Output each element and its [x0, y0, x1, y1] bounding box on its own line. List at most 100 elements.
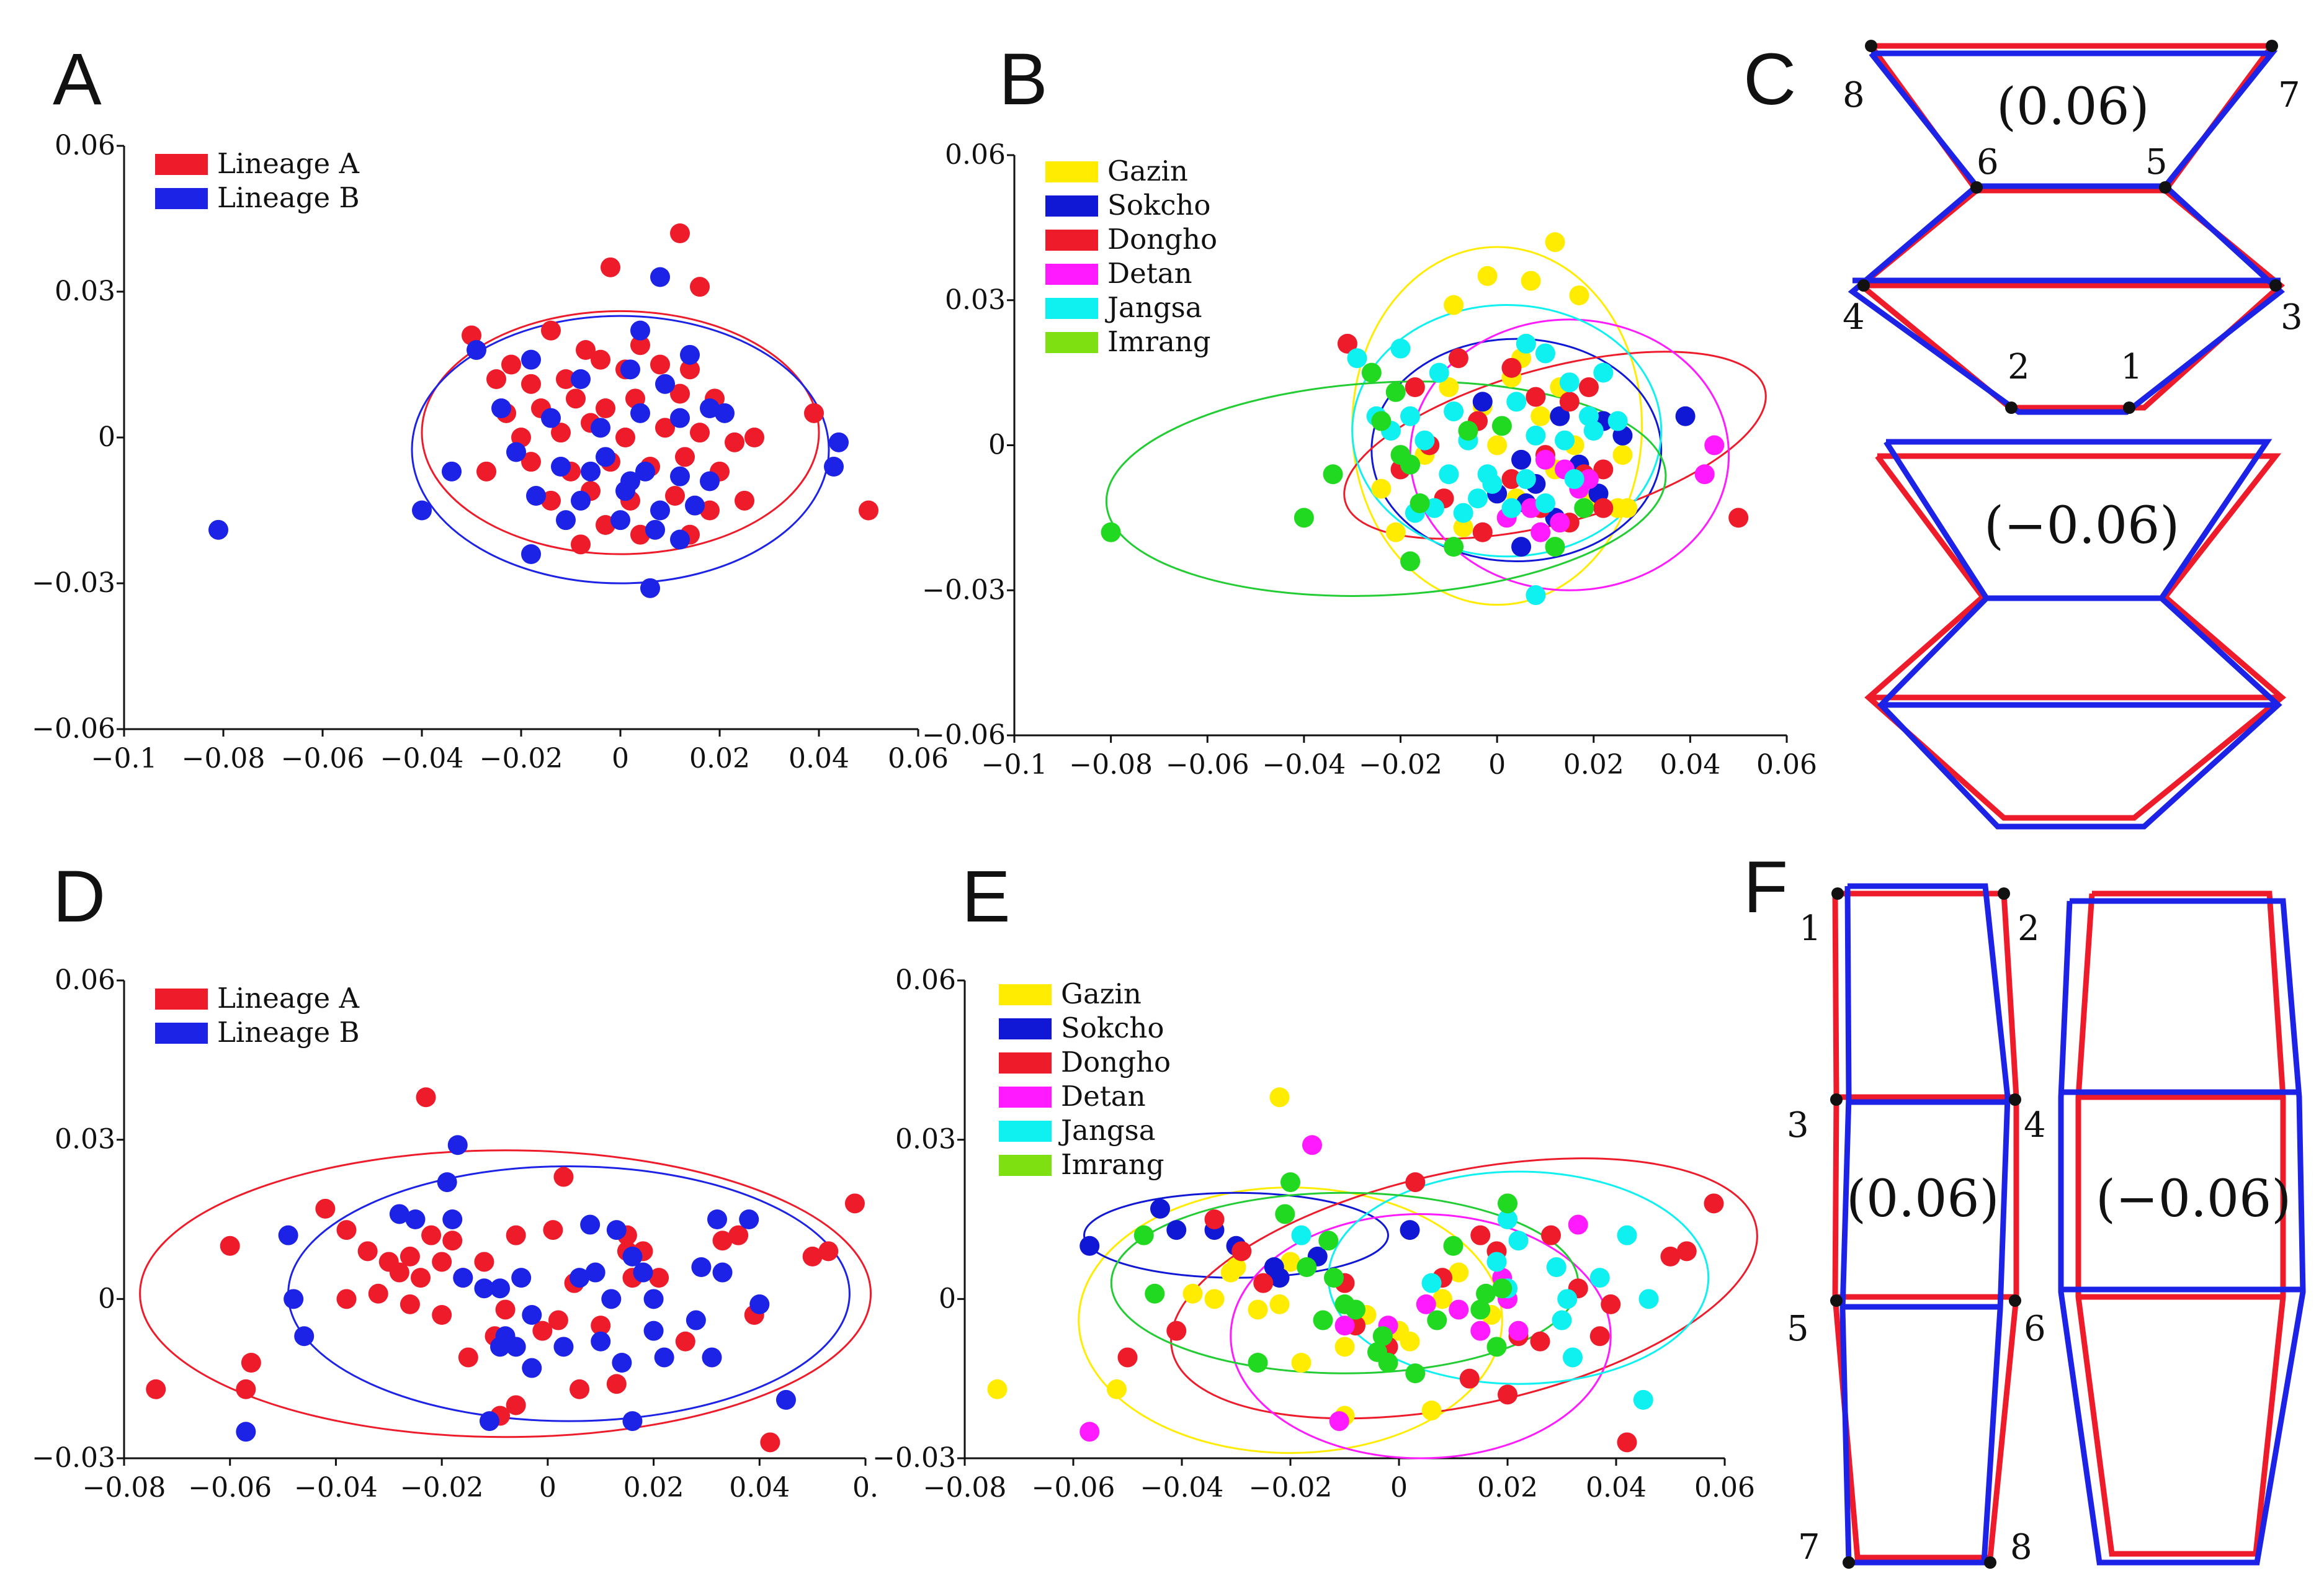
point-lineage_b-d — [447, 1135, 468, 1155]
point-jangsa-b — [1583, 421, 1604, 441]
point-lineage_a-d — [802, 1246, 823, 1267]
x-tick-label-d: −0.04 — [294, 1472, 378, 1504]
legend-label-dongho-b: Dongho — [1107, 223, 1217, 256]
point-lineage_b-a — [635, 461, 655, 482]
point-lineage_b-a — [645, 519, 665, 540]
y-tick-label-b: −0.06 — [922, 719, 1006, 751]
point-point_imrang-b — [1458, 421, 1478, 441]
point-jangsa-e — [1498, 1209, 1517, 1229]
point-lineage_b-a — [715, 403, 735, 423]
point-point_imrang-e — [1145, 1283, 1165, 1304]
point-dongho-b — [1472, 522, 1493, 542]
point-lineage_a-d — [760, 1432, 780, 1453]
legend-swatch-jangsa-b — [1045, 298, 1098, 319]
y-tick-label-d: −0.03 — [32, 1442, 115, 1474]
point-lineage_a-a — [571, 534, 591, 555]
point-lineage_b-d — [622, 1411, 643, 1432]
c-landmark-dot-5 — [2159, 181, 2171, 194]
point-point_imrang-e — [1372, 1326, 1393, 1347]
point-detan-e — [1416, 1294, 1436, 1314]
point-lineage_a-d — [336, 1220, 357, 1240]
legend-label-gazin-e: Gazin — [1061, 977, 1142, 1010]
point-point_imrang-b — [1361, 362, 1382, 383]
point-lineage_a-d — [844, 1193, 865, 1214]
point-lineage_b-d — [775, 1389, 796, 1410]
point-dongho-b — [1593, 459, 1614, 480]
point-gazin-e — [987, 1379, 1008, 1399]
point-lineage_a-a — [541, 490, 561, 511]
point-gazin-e — [1291, 1353, 1312, 1373]
x-tick-label-a: −0.02 — [480, 743, 563, 774]
y-tick-label-d: 0.06 — [55, 964, 115, 996]
point-lineage_a-a — [551, 423, 571, 443]
point-point_imrang-b — [1371, 411, 1392, 431]
legend-label-dongho-e: Dongho — [1061, 1046, 1171, 1079]
x-tick-label-d: 0. — [852, 1472, 878, 1504]
point-jangsa-e — [1638, 1289, 1659, 1309]
ellipse-lineage_b-a — [411, 315, 830, 585]
point-lineage_b-d — [691, 1257, 712, 1277]
point-gazin-b — [1444, 295, 1464, 315]
point-lineage_b-d — [606, 1220, 627, 1240]
c-landmark-dot-7 — [2266, 40, 2278, 52]
point-lineage_a-d — [400, 1246, 420, 1267]
point-lineage_b-a — [526, 486, 546, 506]
point-lineage_a-a — [690, 277, 710, 297]
point-lineage_b-a — [680, 344, 700, 365]
point-jangsa-b — [1555, 430, 1575, 451]
ellipse-lineage_a-d — [139, 1149, 872, 1438]
f-landmark-8: 8 — [2010, 1527, 2032, 1567]
point-dongho-b — [1526, 387, 1546, 407]
point-lineage_b-a — [556, 510, 576, 531]
point-lineage_b-d — [612, 1353, 632, 1373]
f-landmark-dot-2 — [1998, 887, 2010, 900]
point-dongho-e — [1166, 1321, 1187, 1341]
point-lineage_a-d — [389, 1262, 409, 1283]
point-gazin-e — [1182, 1283, 1203, 1304]
point-lineage_b-d — [474, 1278, 494, 1299]
panel-label-d: D — [53, 856, 105, 938]
shape-panel-f — [1832, 883, 2306, 1566]
point-jangsa-e — [1508, 1231, 1529, 1251]
legend-swatch-gazin-b — [1045, 161, 1098, 182]
point-detan-b — [1531, 522, 1551, 542]
legend-swatch-detan-b — [1045, 264, 1098, 285]
point-lineage_b-a — [551, 457, 571, 477]
point-lineage_b-d — [511, 1268, 532, 1288]
x-tick-label-e: 0.04 — [1586, 1472, 1647, 1504]
point-lineage_b-d — [294, 1326, 315, 1347]
panel-label-c: C — [1743, 38, 1796, 120]
legend-label-sokcho-e: Sokcho — [1061, 1011, 1164, 1044]
point-jangsa-b — [1607, 411, 1628, 431]
ellipse-dongho-e — [1170, 1157, 1758, 1420]
point-jangsa-e — [1291, 1225, 1312, 1245]
legend-swatch-imrang-e — [999, 1155, 1052, 1176]
point-dongho-b — [1405, 377, 1425, 397]
point-point_imrang-b — [1491, 416, 1512, 436]
c-landmark-dot-3 — [2269, 279, 2282, 292]
point-lineage_b-d — [506, 1337, 526, 1357]
f-landmark-dot-7 — [1843, 1556, 1855, 1569]
point-jangsa-b — [1482, 473, 1503, 494]
point-lineage_b-a — [596, 447, 615, 467]
point-lineage_a-d — [506, 1225, 526, 1245]
point-sokcho-b — [1675, 406, 1696, 426]
x-tick-label-a: 0.02 — [689, 743, 750, 774]
legend-swatch-detan-e — [999, 1087, 1052, 1108]
point-lineage_a-a — [735, 490, 754, 511]
point-jangsa-b — [1400, 406, 1421, 426]
c-landmark-dot-2 — [2005, 401, 2018, 414]
y-tick-label-b: 0.03 — [945, 284, 1006, 316]
point-detan-e — [1508, 1321, 1529, 1341]
point-dongho-e — [1704, 1193, 1724, 1214]
f-landmark-6: 6 — [2024, 1309, 2046, 1349]
point-gazin-e — [1107, 1379, 1127, 1399]
point-gazin-b — [1385, 522, 1406, 542]
point-lineage_b-a — [581, 461, 601, 482]
point-lineage_b-d — [437, 1172, 457, 1193]
point-point_imrang-e — [1324, 1268, 1344, 1288]
point-jangsa-b — [1415, 430, 1435, 451]
point-lineage_a-a — [596, 398, 615, 418]
panel-label-a: A — [53, 38, 102, 120]
point-lineage_b-d — [633, 1262, 653, 1283]
